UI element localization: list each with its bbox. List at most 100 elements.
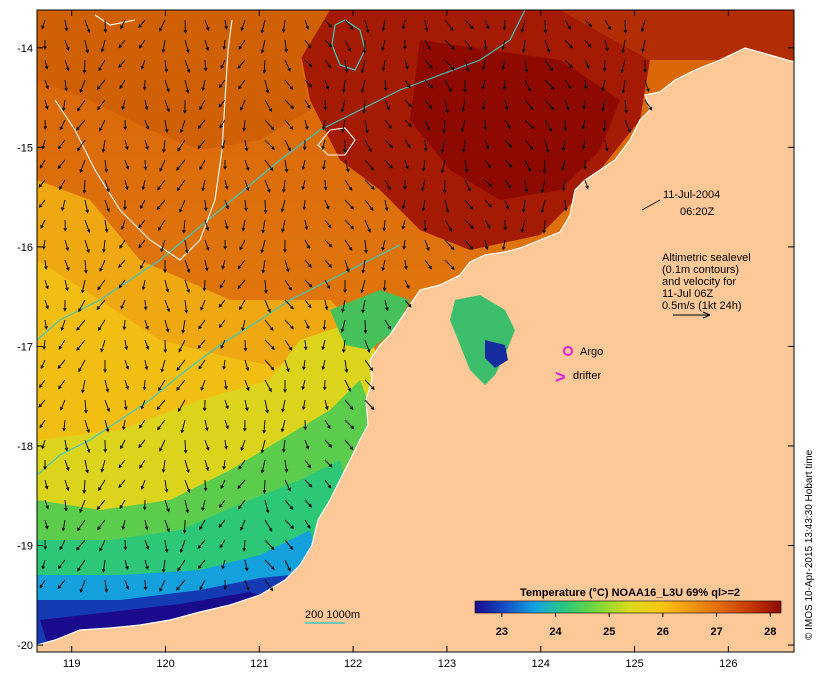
velocity-arrow bbox=[222, 459, 226, 470]
velocity-arrow bbox=[524, 59, 529, 74]
velocity-arrow bbox=[483, 39, 488, 51]
velocity-arrow bbox=[644, 99, 653, 111]
velocity-arrow bbox=[240, 19, 246, 32]
velocity-arrow bbox=[401, 219, 406, 230]
velocity-arrow bbox=[242, 539, 247, 552]
velocity-arrow bbox=[244, 159, 250, 172]
velocity-arrow bbox=[260, 439, 266, 454]
velocity-arrow bbox=[157, 419, 166, 431]
velocity-arrow bbox=[99, 539, 106, 552]
velocity-arrow bbox=[340, 99, 346, 113]
velocity-arrow bbox=[124, 379, 129, 390]
velocity-arrow bbox=[140, 479, 146, 490]
velocity-arrow bbox=[444, 199, 450, 214]
velocity-arrow bbox=[364, 219, 371, 233]
velocity-arrow bbox=[78, 299, 86, 313]
velocity-arrow bbox=[423, 219, 428, 232]
velocity-arrow bbox=[324, 19, 333, 28]
velocity-arrow bbox=[322, 379, 327, 391]
velocity-arrow bbox=[97, 279, 106, 291]
velocity-arrow bbox=[321, 359, 326, 371]
velocity-arrow bbox=[444, 79, 452, 93]
velocity-arrow bbox=[162, 139, 166, 154]
velocity-arrow bbox=[44, 479, 49, 490]
velocity-arrow bbox=[96, 79, 106, 91]
velocity-arrow bbox=[442, 119, 447, 134]
velocity-arrow bbox=[281, 439, 286, 453]
velocity-arrow bbox=[124, 179, 129, 191]
velocity-arrow bbox=[304, 319, 310, 330]
velocity-arrow bbox=[324, 59, 332, 69]
velocity-arrow bbox=[77, 559, 86, 572]
velocity-arrow bbox=[404, 99, 412, 108]
drifter-marker[interactable]: > bbox=[555, 367, 566, 387]
velocity-arrow bbox=[524, 119, 535, 130]
velocity-arrow bbox=[424, 19, 429, 32]
velocity-arrow bbox=[43, 460, 47, 471]
velocity-arrow bbox=[381, 239, 386, 252]
velocity-arrow bbox=[97, 319, 106, 331]
velocity-arrow bbox=[142, 379, 147, 391]
velocity-arrow bbox=[264, 519, 273, 532]
velocity-arrow bbox=[84, 459, 89, 474]
velocity-arrow bbox=[301, 159, 306, 171]
velocity-arrow bbox=[284, 159, 289, 173]
velocity-arrow bbox=[264, 99, 272, 112]
velocity-arrow bbox=[344, 179, 353, 191]
velocity-arrow bbox=[140, 259, 146, 270]
isobath-200 bbox=[37, 10, 526, 341]
velocity-arrow bbox=[243, 339, 248, 352]
velocity-arrow bbox=[304, 479, 313, 488]
velocity-arrow bbox=[284, 279, 293, 291]
velocity-arrow bbox=[177, 139, 186, 152]
velocity-arrow bbox=[143, 159, 148, 171]
velocity-arrow bbox=[264, 179, 271, 194]
velocity-arrow bbox=[164, 499, 170, 513]
velocity-arrow bbox=[124, 139, 129, 151]
velocity-arrow bbox=[423, 139, 428, 152]
velocity-arrow bbox=[159, 19, 166, 32]
velocity-arrow bbox=[104, 579, 109, 593]
velocity-arrow bbox=[323, 99, 328, 111]
velocity-arrow bbox=[343, 280, 347, 294]
velocity-arrow bbox=[98, 59, 106, 72]
isobath-loop bbox=[331, 19, 366, 71]
velocity-arrow bbox=[82, 479, 87, 494]
velocity-arrow bbox=[179, 119, 186, 134]
velocity-arrow bbox=[584, 79, 588, 90]
velocity-arrow bbox=[78, 359, 86, 373]
velocity-arrow bbox=[76, 119, 86, 131]
velocity-arrow bbox=[501, 59, 506, 71]
velocity-arrow bbox=[304, 39, 311, 49]
sealevel-contour-1 bbox=[54, 19, 233, 261]
velocity-arrow bbox=[197, 539, 206, 550]
velocity-arrow bbox=[364, 199, 374, 211]
velocity-arrow bbox=[221, 139, 226, 150]
argo-marker[interactable] bbox=[563, 346, 573, 356]
velocity-arrow bbox=[64, 459, 70, 472]
velocity-arrow bbox=[58, 379, 66, 390]
velocity-arrow bbox=[64, 279, 69, 292]
velocity-arrow bbox=[159, 159, 166, 172]
velocity-arrow bbox=[284, 319, 294, 330]
velocity-arrow bbox=[139, 459, 146, 469]
velocity-arrow bbox=[101, 139, 106, 153]
velocity-arrow bbox=[239, 299, 246, 311]
velocity-arrow bbox=[81, 379, 86, 394]
velocity-arrow bbox=[203, 59, 208, 72]
velocity-arrow bbox=[176, 159, 186, 171]
velocity-arrow bbox=[119, 239, 126, 249]
velocity-arrow bbox=[264, 359, 275, 371]
nw-orange bbox=[37, 10, 330, 150]
velocity-arrow bbox=[218, 99, 226, 108]
velocity-arrow bbox=[324, 279, 331, 290]
velocity-arrow bbox=[304, 499, 313, 508]
velocity-arrow bbox=[244, 379, 250, 392]
lon-tick-label: 123 bbox=[438, 658, 456, 670]
velocity-arrow bbox=[84, 399, 88, 414]
velocity-arrow bbox=[57, 359, 66, 370]
velocity-arrow bbox=[223, 579, 227, 591]
velocity-arrow bbox=[283, 380, 287, 393]
velocity-arrow bbox=[304, 19, 310, 30]
velocity-arrow bbox=[200, 299, 206, 311]
